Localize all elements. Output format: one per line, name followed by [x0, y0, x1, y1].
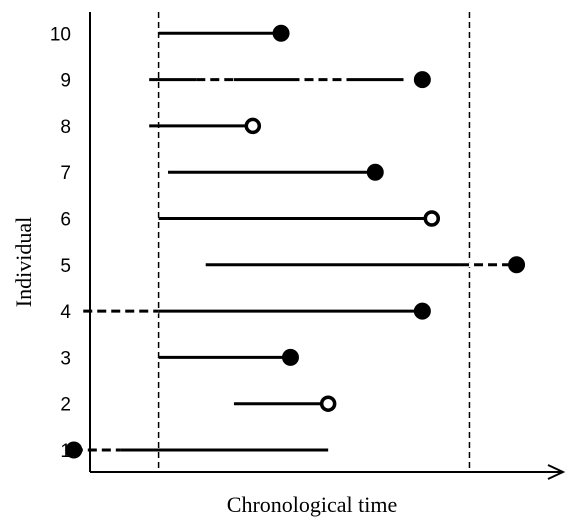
individual-timelines: [73, 31, 517, 453]
event-markers: [65, 24, 526, 459]
y-tick-label: 7: [60, 163, 71, 184]
event-marker-filled-9: [413, 71, 431, 89]
event-marker-open-6: [423, 210, 441, 227]
x-axis-title: Chronological time: [227, 492, 397, 517]
event-marker-open-2: [319, 395, 337, 412]
y-tick-label: 6: [60, 210, 71, 231]
y-tick-label: 2: [60, 395, 71, 416]
y-tick-label: 8: [60, 117, 71, 138]
y-tick-label: 3: [60, 348, 71, 369]
y-axis-title: Individual: [11, 217, 36, 307]
axes: [89, 12, 565, 480]
event-marker-filled-5: [508, 256, 526, 274]
event-marker-open-8: [244, 117, 262, 135]
x-axis-arrowhead: [547, 464, 565, 480]
y-tick-label: 10: [50, 24, 71, 45]
study-window-lines: [157, 12, 471, 472]
y-tick-label: 5: [60, 256, 71, 277]
event-marker-filled-1: [65, 441, 83, 459]
y-tick-label: 9: [60, 71, 71, 92]
event-marker-filled-4: [413, 302, 431, 320]
y-tick-label: 4: [60, 302, 71, 323]
event-marker-filled-10: [272, 24, 290, 42]
event-marker-filled-7: [366, 163, 384, 181]
event-marker-filled-3: [281, 348, 299, 366]
y-tick-labels: 12345678910: [50, 24, 72, 462]
